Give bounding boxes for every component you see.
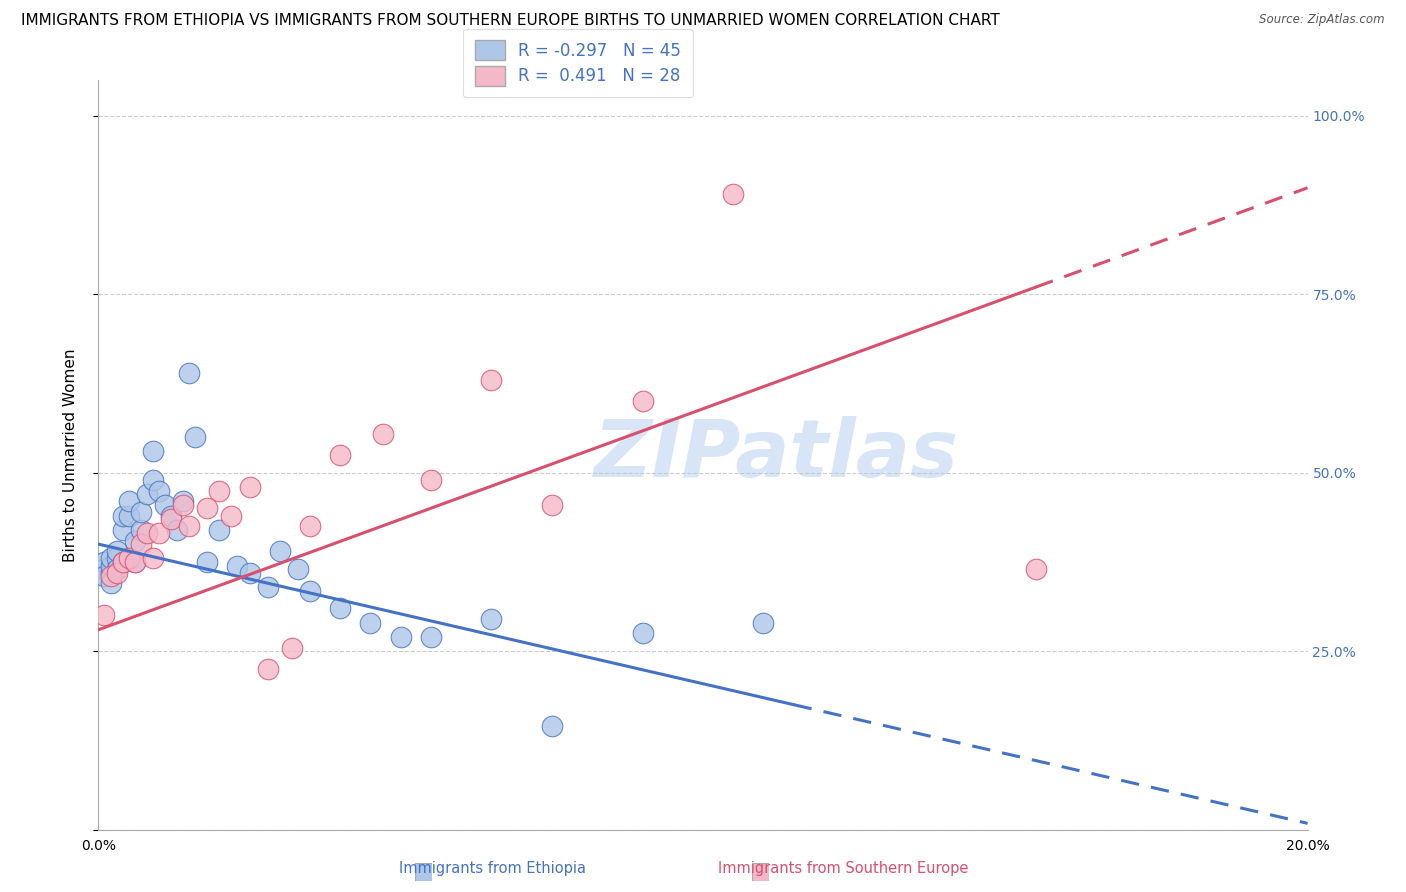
Text: Immigrants from Ethiopia: Immigrants from Ethiopia bbox=[398, 861, 586, 876]
Legend: R = -0.297   N = 45, R =  0.491   N = 28: R = -0.297 N = 45, R = 0.491 N = 28 bbox=[464, 29, 693, 97]
Point bbox=[360, 615, 382, 630]
Point bbox=[153, 498, 176, 512]
Point bbox=[752, 615, 775, 630]
Point bbox=[118, 508, 141, 523]
Point bbox=[111, 523, 134, 537]
Point bbox=[299, 583, 322, 598]
Text: IMMIGRANTS FROM ETHIOPIA VS IMMIGRANTS FROM SOUTHERN EUROPE BIRTHS TO UNMARRIED : IMMIGRANTS FROM ETHIOPIA VS IMMIGRANTS F… bbox=[21, 13, 1000, 29]
Point bbox=[100, 576, 122, 591]
Point bbox=[329, 448, 352, 462]
Point bbox=[287, 562, 309, 576]
Point bbox=[179, 366, 201, 380]
Point bbox=[100, 558, 122, 573]
Point bbox=[481, 373, 503, 387]
Point bbox=[195, 501, 218, 516]
Point bbox=[723, 187, 745, 202]
Point bbox=[111, 555, 134, 569]
Point bbox=[481, 612, 503, 626]
Point bbox=[184, 430, 207, 444]
Point bbox=[239, 566, 262, 580]
Point bbox=[148, 526, 170, 541]
Point bbox=[148, 483, 170, 498]
Point bbox=[105, 566, 128, 580]
Point bbox=[105, 544, 128, 558]
Point bbox=[179, 519, 201, 533]
Point bbox=[631, 394, 654, 409]
Point bbox=[208, 483, 231, 498]
Point bbox=[281, 640, 304, 655]
Point bbox=[540, 498, 562, 512]
Text: Source: ZipAtlas.com: Source: ZipAtlas.com bbox=[1260, 13, 1385, 27]
Point bbox=[124, 555, 146, 569]
Point bbox=[299, 519, 322, 533]
Point bbox=[129, 505, 152, 519]
Point bbox=[93, 555, 115, 569]
Point bbox=[540, 719, 562, 733]
Point bbox=[100, 551, 122, 566]
Text: ZIPatlas: ZIPatlas bbox=[593, 416, 957, 494]
Point bbox=[256, 580, 278, 594]
Point bbox=[142, 551, 165, 566]
Point bbox=[93, 569, 115, 583]
Point bbox=[124, 555, 146, 569]
Point bbox=[1024, 562, 1046, 576]
Point bbox=[221, 508, 243, 523]
Text: Immigrants from Southern Europe: Immigrants from Southern Europe bbox=[718, 861, 969, 876]
Point bbox=[389, 630, 412, 644]
Point bbox=[172, 498, 194, 512]
Point bbox=[208, 523, 231, 537]
Point bbox=[124, 533, 146, 548]
Point bbox=[93, 562, 115, 576]
Point bbox=[239, 480, 262, 494]
Point bbox=[269, 544, 291, 558]
Point bbox=[166, 523, 188, 537]
Point bbox=[256, 662, 278, 676]
Point bbox=[420, 473, 443, 487]
Point bbox=[129, 537, 152, 551]
Point bbox=[111, 555, 134, 569]
Point bbox=[142, 444, 165, 458]
Point bbox=[135, 487, 157, 501]
Point bbox=[371, 426, 394, 441]
Point bbox=[118, 551, 141, 566]
Point bbox=[631, 626, 654, 640]
Y-axis label: Births to Unmarried Women: Births to Unmarried Women bbox=[63, 348, 77, 562]
Point bbox=[195, 555, 218, 569]
Point bbox=[172, 494, 194, 508]
Point bbox=[100, 566, 122, 580]
Point bbox=[111, 508, 134, 523]
Point bbox=[105, 562, 128, 576]
Point bbox=[129, 523, 152, 537]
Point bbox=[105, 551, 128, 566]
Point bbox=[142, 473, 165, 487]
Point bbox=[100, 569, 122, 583]
Point bbox=[160, 512, 183, 526]
Point bbox=[93, 608, 115, 623]
Point bbox=[226, 558, 249, 573]
Point bbox=[160, 508, 183, 523]
Point bbox=[135, 526, 157, 541]
Point bbox=[118, 494, 141, 508]
Point bbox=[329, 601, 352, 615]
Point bbox=[420, 630, 443, 644]
